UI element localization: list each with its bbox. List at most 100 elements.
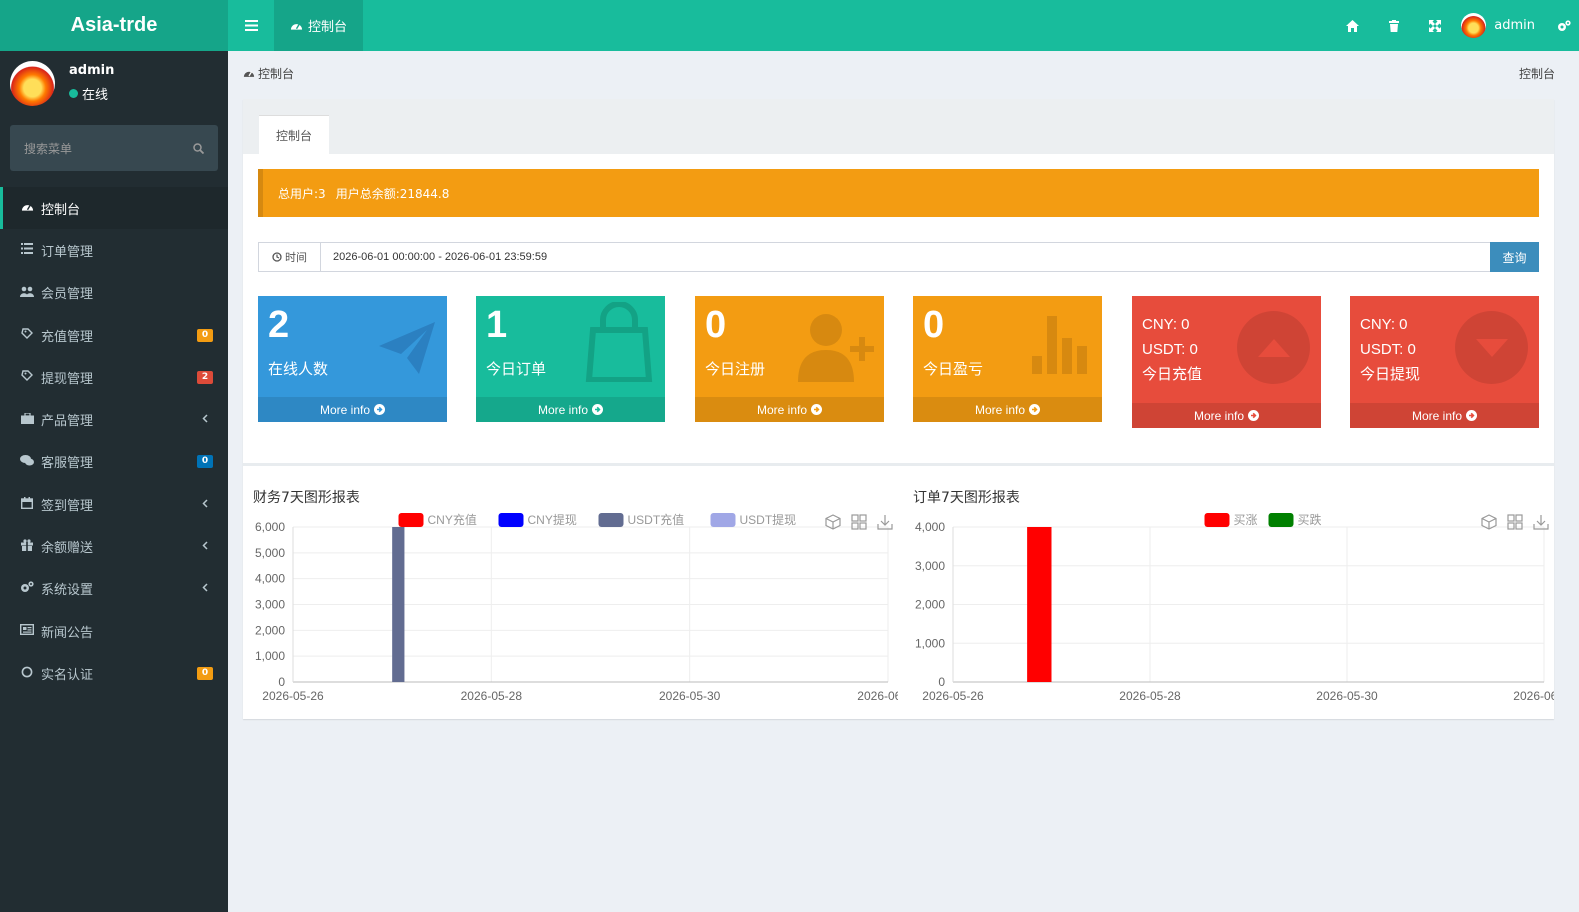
sidebar-item-9[interactable]: 系统设置 — [0, 568, 228, 610]
sidebar-item-8[interactable]: 余额赠送 — [0, 525, 228, 567]
bar-chart-icon — [1032, 316, 1087, 374]
control-sidebar-button[interactable] — [1549, 0, 1579, 51]
more-info-link[interactable]: More info — [695, 397, 884, 422]
sidebar-user-name: admin — [69, 63, 115, 78]
count-badge: 0 — [197, 666, 213, 680]
menu-toggle-button[interactable] — [228, 0, 274, 51]
x-tick-label: 2026-06-01 — [857, 689, 898, 703]
legend-label: CNY充值 — [428, 512, 477, 527]
tab-dashboard[interactable]: 控制台 — [274, 0, 364, 51]
avatar — [1461, 13, 1487, 38]
sidebar-item-label: 控制台 — [41, 202, 81, 218]
x-tick-label: 2026-05-30 — [1316, 689, 1378, 703]
legend-label: USDT充值 — [628, 512, 685, 527]
expand-icon — [1428, 19, 1441, 32]
legend-swatch — [598, 513, 624, 527]
user-menu[interactable]: admin — [1455, 0, 1549, 51]
legend-label: 买跌 — [1298, 512, 1322, 527]
sidebar-item-10[interactable]: 新闻公告 — [0, 610, 228, 652]
x-tick-label: 2026-05-30 — [659, 689, 721, 703]
sidebar-item-7[interactable]: 签到管理 — [0, 483, 228, 525]
search-placeholder: 搜索菜单 — [24, 141, 73, 156]
more-info-link[interactable]: More info — [1350, 403, 1539, 428]
arrow-circle-right-icon — [374, 404, 386, 415]
list-icon — [20, 243, 34, 257]
briefcase-icon — [20, 412, 34, 427]
time-filter: 时间 2026-06-01 00:00:00 - 2026-06-01 23:5… — [258, 242, 1539, 272]
chevron-left-icon — [202, 581, 208, 596]
stat-label: 今日盈亏 — [923, 360, 984, 378]
sidebar-item-label: 签到管理 — [41, 498, 94, 514]
recharge-icon — [20, 327, 34, 343]
sidebar-item-label: 充值管理 — [41, 329, 94, 345]
trash-icon — [1388, 19, 1399, 32]
panel-tab-dashboard[interactable]: 控制台 — [259, 115, 329, 154]
more-info-link[interactable]: More info — [1132, 403, 1321, 428]
sidebar-item-2[interactable]: 会员管理 — [0, 272, 228, 314]
online-dot-icon — [69, 89, 78, 98]
sidebar-item-3[interactable]: 充值管理 0 — [0, 314, 228, 356]
gift-icon — [20, 539, 34, 554]
sidebar-item-11[interactable]: 实名认证 0 — [0, 652, 228, 694]
app-logo[interactable]: Asia-trde — [0, 0, 228, 51]
chevron-left-icon — [202, 412, 208, 427]
breadcrumb-home[interactable]: 控制台 — [243, 65, 294, 82]
search-icon[interactable] — [193, 142, 204, 154]
arrow-circle-right-icon — [811, 404, 823, 415]
more-info-link[interactable]: More info — [476, 397, 665, 422]
legend-swatch — [398, 513, 424, 527]
count-badge: 0 — [197, 328, 213, 342]
query-button[interactable]: 查询 — [1490, 242, 1539, 272]
arrow-circle-right-icon — [1248, 410, 1260, 421]
stat-label: 今日充值 — [1142, 366, 1203, 383]
more-info-text: More info — [537, 402, 589, 417]
time-label: 时间 — [259, 243, 321, 271]
avatar — [10, 60, 55, 106]
sidebar-item-1[interactable]: 订单管理 — [0, 229, 228, 271]
calendar-icon — [20, 496, 34, 512]
clock-icon — [272, 252, 282, 262]
more-info-text: More info — [319, 402, 371, 417]
finance-chart-svg: 0 1,000 2,000 3,000 4,000 5,000 6,000 2026-05-2… — [255, 512, 898, 703]
more-info-link[interactable]: More info — [913, 397, 1102, 422]
usdt-value: USDT: 0 — [1360, 341, 1416, 358]
y-tick-label: 1,000 — [255, 649, 285, 663]
dashboard-icon — [20, 201, 34, 215]
chat-icon — [20, 454, 34, 469]
download-icon — [877, 515, 893, 530]
stat-box-online: 2 在线人数 More info — [258, 296, 447, 422]
home-button[interactable] — [1332, 0, 1373, 51]
arrow-circle-right-icon — [592, 404, 604, 415]
more-info-text: More info — [1411, 408, 1463, 423]
data-view-icon — [1481, 514, 1497, 530]
clear-cache-button[interactable] — [1373, 0, 1414, 51]
online-status: 在线 — [69, 84, 114, 103]
withdraw-icon — [20, 370, 34, 385]
sidebar-item-5[interactable]: 产品管理 — [0, 398, 228, 440]
more-info-text: More info — [756, 402, 808, 417]
user-panel: admin 在线 — [0, 51, 228, 115]
hamburger-icon — [244, 20, 258, 31]
orders-chart-svg: 0 1,000 2,000 3,000 4,000 2026-05-26 2026-05-2… — [915, 512, 1554, 703]
sidebar: admin 在线 搜索菜单 控制台 订单管理 会员管理 充值管理 0 提现管理 2 产品管理客… — [0, 51, 228, 912]
status-text: 在线 — [82, 88, 109, 103]
sidebar-search-input[interactable]: 搜索菜单 — [10, 125, 218, 171]
fullscreen-button[interactable] — [1414, 0, 1455, 51]
stat-box-recharge: CNY: 0 USDT: 0 今日充值 More info — [1132, 296, 1321, 428]
circle-icon — [20, 666, 34, 681]
date-range-input[interactable]: 2026-06-01 00:00:00 - 2026-06-01 23:59:5… — [333, 251, 548, 263]
sidebar-item-label: 客服管理 — [41, 456, 94, 472]
y-tick-label: 2,000 — [915, 598, 945, 612]
restore-icon — [1507, 514, 1523, 530]
top-navbar: Asia-trde 控制台 admin — [0, 0, 1579, 51]
legend-label: USDT提现 — [740, 512, 797, 527]
data-view-icon — [825, 514, 841, 530]
stat-box-withdraw: CNY: 0 USDT: 0 今日提现 More info — [1350, 296, 1539, 428]
legend-label: CNY提现 — [528, 512, 577, 527]
sidebar-item-4[interactable]: 提现管理 2 — [0, 356, 228, 398]
stat-value: 0 — [923, 304, 945, 346]
more-info-link[interactable]: More info — [258, 397, 447, 422]
cogs-icon — [20, 581, 34, 596]
sidebar-item-0[interactable]: 控制台 — [0, 187, 228, 230]
sidebar-item-6[interactable]: 客服管理 0 — [0, 441, 228, 483]
